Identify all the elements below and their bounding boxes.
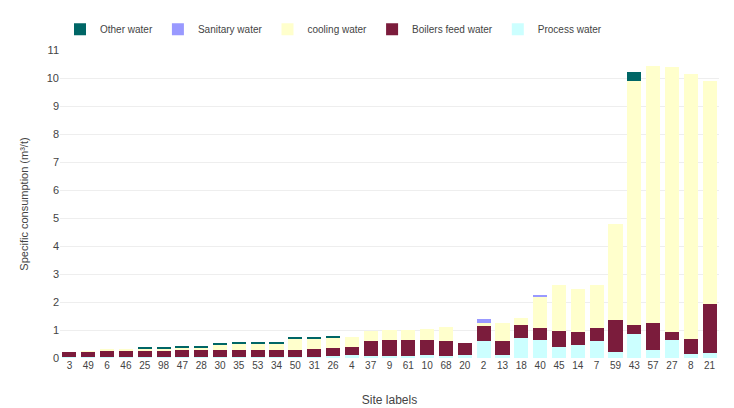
svg-text:1: 1 (53, 324, 59, 336)
svg-text:Sanitary water: Sanitary water (198, 24, 263, 35)
svg-text:35: 35 (233, 360, 245, 371)
svg-text:6: 6 (53, 184, 59, 196)
svg-text:Site labels: Site labels (362, 393, 417, 407)
svg-text:9: 9 (53, 100, 59, 112)
svg-text:4: 4 (349, 360, 355, 371)
svg-text:2: 2 (53, 296, 59, 308)
svg-text:18: 18 (516, 360, 528, 371)
svg-text:21: 21 (704, 360, 716, 371)
svg-text:Boilers feed water: Boilers feed water (412, 24, 493, 35)
svg-text:5: 5 (53, 212, 59, 224)
svg-text:3: 3 (53, 268, 59, 280)
svg-text:59: 59 (610, 360, 622, 371)
svg-text:40: 40 (535, 360, 547, 371)
svg-text:43: 43 (629, 360, 641, 371)
svg-text:Specific consumption (m³/t): Specific consumption (m³/t) (18, 137, 30, 270)
svg-text:53: 53 (252, 360, 264, 371)
svg-text:10: 10 (422, 360, 434, 371)
svg-text:34: 34 (271, 360, 283, 371)
svg-text:cooling water: cooling water (307, 24, 367, 35)
svg-text:68: 68 (440, 360, 452, 371)
svg-text:10: 10 (47, 72, 59, 84)
svg-text:27: 27 (666, 360, 678, 371)
svg-text:0: 0 (53, 352, 59, 364)
svg-text:11: 11 (48, 44, 59, 56)
svg-text:9: 9 (387, 360, 393, 371)
svg-text:3: 3 (67, 360, 73, 371)
svg-text:28: 28 (196, 360, 208, 371)
svg-text:45: 45 (553, 360, 565, 371)
svg-text:47: 47 (177, 360, 189, 371)
svg-text:7: 7 (53, 156, 59, 168)
svg-text:30: 30 (214, 360, 226, 371)
svg-text:7: 7 (594, 360, 600, 371)
svg-text:13: 13 (497, 360, 509, 371)
svg-text:26: 26 (327, 360, 339, 371)
svg-text:20: 20 (459, 360, 471, 371)
svg-text:2: 2 (481, 360, 487, 371)
svg-text:37: 37 (365, 360, 377, 371)
svg-text:61: 61 (403, 360, 415, 371)
svg-text:8: 8 (53, 128, 59, 140)
svg-text:4: 4 (53, 240, 59, 252)
svg-text:14: 14 (572, 360, 584, 371)
svg-text:31: 31 (309, 360, 321, 371)
svg-text:50: 50 (290, 360, 302, 371)
svg-text:6: 6 (104, 360, 110, 371)
svg-text:8: 8 (688, 360, 694, 371)
svg-text:49: 49 (83, 360, 95, 371)
svg-text:46: 46 (120, 360, 132, 371)
svg-text:57: 57 (648, 360, 660, 371)
svg-text:Process water: Process water (538, 24, 602, 35)
svg-text:25: 25 (139, 360, 151, 371)
svg-text:Other water: Other water (100, 24, 153, 35)
svg-text:98: 98 (158, 360, 170, 371)
